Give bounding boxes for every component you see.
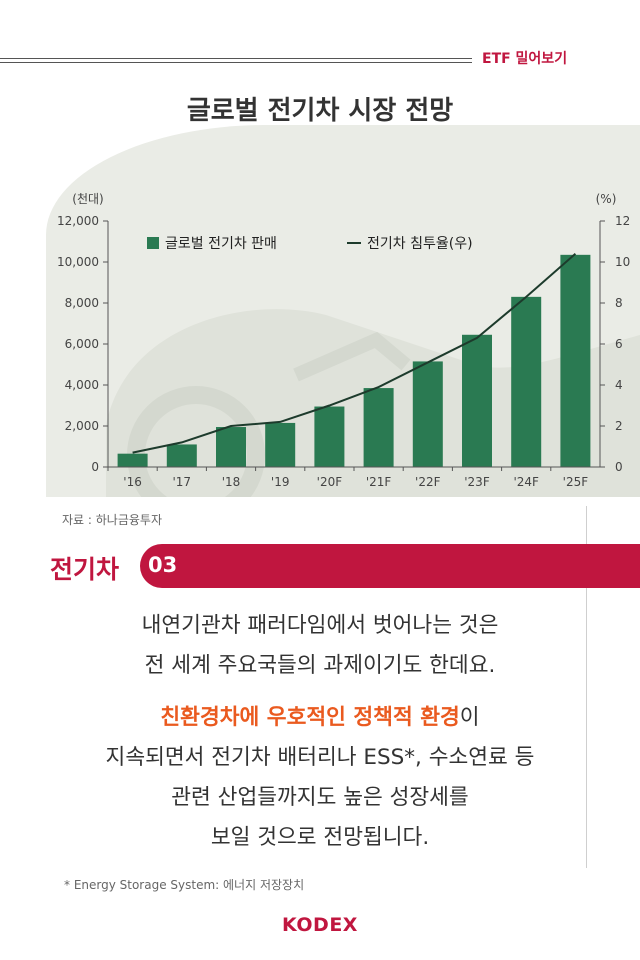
penetration-rate-line (132, 253, 577, 454)
section-word: 전기차 (50, 555, 120, 584)
bar-20F (314, 406, 345, 467)
x-tick-label: '18 (222, 475, 241, 489)
x-tick-label: '19 (271, 475, 290, 489)
bar-16 (117, 453, 148, 467)
bar-21F (363, 388, 394, 467)
x-tick-label: '20F (317, 475, 343, 489)
x-tick-label: '22F (415, 475, 441, 489)
right-tick-label: 2 (615, 419, 623, 433)
divider-line (586, 506, 587, 868)
body-line-5: 관련 산업들까지도 높은 성장세를 (171, 785, 469, 810)
header-rule (0, 58, 472, 63)
bar-22F (412, 361, 443, 467)
body-line-4: 지속되면서 전기차 배터리나 ESS*, 수소연료 등 (105, 745, 535, 770)
left-tick-label: 2,000 (65, 419, 99, 433)
source-note: 자료 : 하나금융투자 (62, 513, 162, 527)
x-tick-label: '25F (563, 475, 589, 489)
series-tag: ETF 밀어보기 (482, 51, 568, 67)
right-tick-label: 6 (615, 337, 623, 351)
chart-title: 글로벌 전기차 시장 전망 (186, 96, 454, 126)
body-line-6: 보일 것으로 전망됩니다. (210, 825, 430, 850)
body-line-1: 내연기관차 패러다임에서 벗어나는 것은 (141, 613, 499, 638)
policy-highlight: 친환경차에 우호적인 정책적 환경 (160, 705, 460, 730)
body-line-2: 전 세계 주요국들의 과제이기도 한데요. (144, 653, 496, 678)
right-tick-label: 8 (615, 296, 623, 310)
legend-bar-swatch (147, 237, 159, 249)
body-copy: 내연기관차 패러다임에서 벗어나는 것은 전 세계 주요국들의 과제이기도 한데… (0, 606, 640, 858)
kodex-logo: KODEX (282, 914, 358, 936)
bar-18 (216, 427, 246, 467)
section-number: 03 (148, 553, 178, 577)
legend-bar-label: 글로벌 전기차 판매 (165, 236, 277, 252)
left-tick-label: 0 (91, 460, 99, 474)
footnote: * Energy Storage System: 에너지 저장장치 (64, 878, 305, 892)
left-tick-label: 10,000 (57, 255, 99, 269)
body-line-3-tail: 이 (459, 705, 480, 730)
bar-17 (166, 444, 197, 467)
legend-line-label: 전기차 침투율(우) (367, 236, 473, 252)
bar-24F (511, 296, 542, 467)
bar-23F (462, 334, 492, 467)
x-tick-label: '23F (464, 475, 490, 489)
right-tick-label: 12 (615, 214, 630, 228)
bar-19 (265, 422, 296, 467)
left-tick-label: 12,000 (57, 214, 99, 228)
right-axis-unit: (%) (596, 192, 617, 206)
right-tick-label: 4 (615, 378, 623, 392)
bar-25F (560, 254, 591, 467)
left-tick-label: 6,000 (65, 337, 99, 351)
x-tick-label: '21F (366, 475, 392, 489)
ev-market-chart: 0 2,000 4,000 6,000 8,000 10,000 12,000 0 2 4 6 8 10… (57, 191, 630, 489)
body-line-3: 친환경차에 우호적인 정책적 환경이 (0, 698, 640, 738)
right-tick-label: 10 (615, 255, 630, 269)
left-tick-label: 8,000 (65, 296, 99, 310)
left-tick-label: 4,000 (65, 378, 99, 392)
x-tick-label: '24F (513, 475, 539, 489)
section-band (140, 544, 640, 588)
x-tick-label: '17 (173, 475, 192, 489)
left-axis-unit: (천대) (72, 191, 103, 206)
right-tick-label: 0 (615, 460, 623, 474)
x-tick-label: '16 (123, 475, 142, 489)
